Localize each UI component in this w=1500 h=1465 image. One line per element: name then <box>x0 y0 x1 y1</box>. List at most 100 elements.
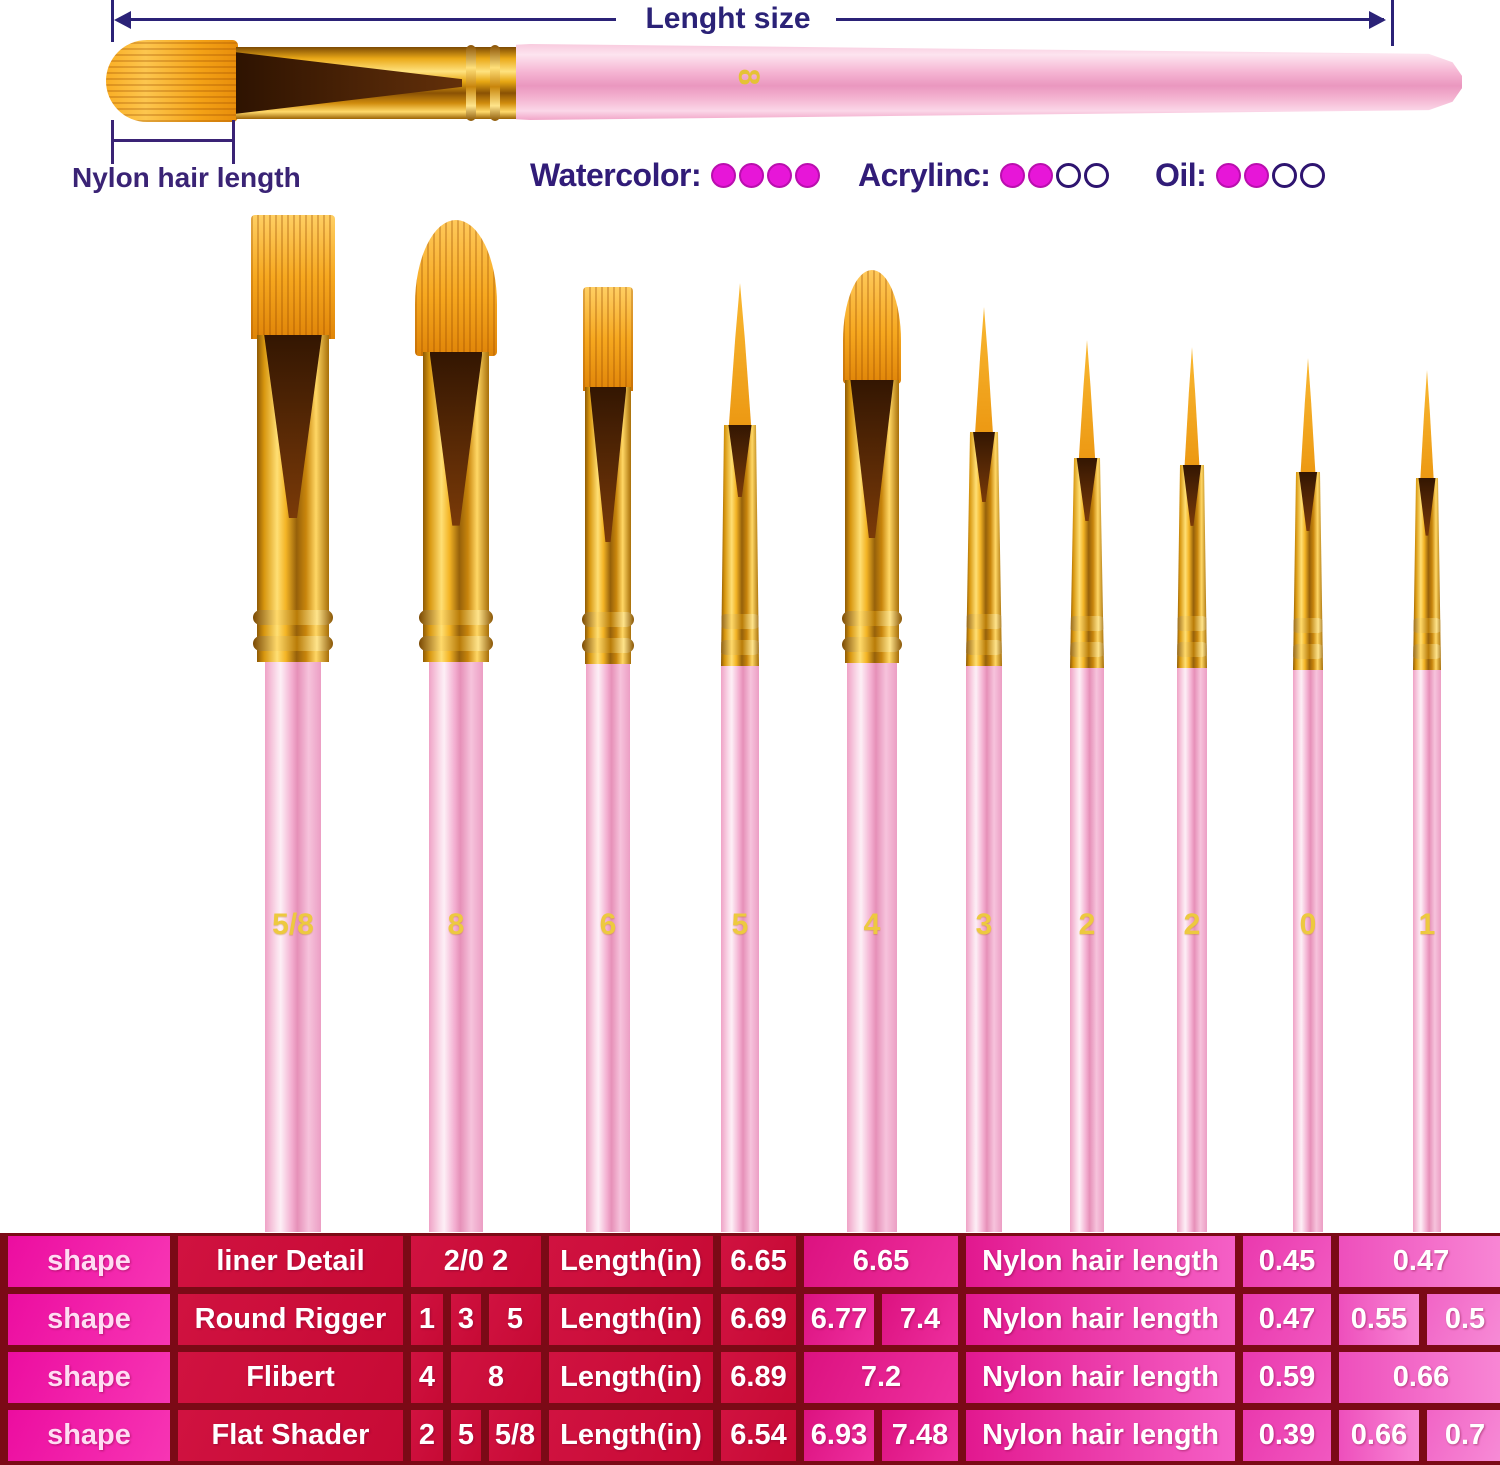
arrowhead-left-icon <box>114 11 131 29</box>
table-cell: 0.55 <box>1339 1294 1419 1345</box>
table-cell: 6.54 <box>721 1410 796 1461</box>
table-cell: shape <box>8 1352 170 1403</box>
brush-size-number: 5 <box>731 908 749 941</box>
table-cell: Nylon hair length <box>966 1294 1235 1345</box>
table-cell: 2/0 2 <box>411 1236 541 1287</box>
brush-crimp-ring <box>966 640 1002 655</box>
brush-ferrule <box>1070 458 1104 668</box>
rating-dot-filled-icon <box>739 163 765 188</box>
rating-dots <box>1000 163 1110 188</box>
table-cell: 3 <box>451 1294 481 1345</box>
table-cell: 6.65 <box>804 1236 958 1287</box>
rating-acrylic: Acrylinc: <box>858 157 1110 194</box>
measure-tick-right <box>1391 0 1394 46</box>
brush-crimp-ring <box>252 636 334 651</box>
brush-ferrule <box>721 425 759 666</box>
brush-crimp-ring <box>1177 616 1207 631</box>
table-cell: 6.89 <box>721 1352 796 1403</box>
brush-heel <box>264 335 322 519</box>
brush: 3 <box>934 0 1034 1233</box>
brush-heel <box>973 432 995 503</box>
rating-dots <box>711 163 821 188</box>
table-cell: 0.45 <box>1243 1236 1331 1287</box>
rating-label: Watercolor: <box>530 157 702 193</box>
rating-dot-empty-icon <box>1084 163 1110 188</box>
brush-heel <box>1182 465 1202 526</box>
brush-handle: 5 <box>721 666 759 1232</box>
brush-size-number: 2 <box>1078 908 1096 941</box>
brush-size-number: 3 <box>975 908 993 941</box>
brush-ferrule <box>1413 478 1441 670</box>
brush-size-number: 1 <box>1418 908 1436 941</box>
brush-crimp-ring <box>966 614 1002 629</box>
rating-dot-empty-icon <box>1272 163 1298 188</box>
brush-crimp-ring <box>582 612 634 627</box>
table-cell: 0.47 <box>1339 1236 1500 1287</box>
brush-heel <box>429 352 483 526</box>
brush-heel <box>1418 478 1436 536</box>
brush-ferrule <box>419 352 493 662</box>
brush-crimp-ring <box>721 640 759 655</box>
measure-tick-left <box>111 0 114 42</box>
rating-label: Oil: <box>1155 157 1207 193</box>
brush-handle: 1 <box>1413 670 1441 1232</box>
rating-label: Acrylinc: <box>858 157 991 193</box>
table-row: shape Round Rigger 1 3 5 Length(in) 6.69 6.77 7.… <box>8 1294 1500 1345</box>
table-cell: 0.39 <box>1243 1410 1331 1461</box>
length-size-label: Lenght size <box>645 2 811 35</box>
rating-dots <box>1216 163 1326 188</box>
brush-bristles <box>251 215 335 339</box>
brush: 2 <box>1142 0 1242 1233</box>
rating-dot-filled-icon <box>711 163 737 188</box>
rating-dot-filled-icon <box>795 163 821 188</box>
nylon-hair-length-label: Nylon hair length <box>72 162 301 193</box>
rating-dot-filled-icon <box>1028 163 1054 188</box>
table-cell: 8 <box>451 1352 541 1403</box>
brush-crimp-ring <box>1177 642 1207 657</box>
brush-bristles <box>415 220 497 356</box>
rating-dot-empty-icon <box>1300 163 1326 188</box>
table-cell: 7.2 <box>804 1352 958 1403</box>
hair-measure-connector <box>111 139 235 142</box>
horizontal-brush-bristles <box>106 40 238 122</box>
table-cell: shape <box>8 1236 170 1287</box>
brush-crimp-ring <box>419 610 493 625</box>
brush-size-number: 8 <box>447 908 465 941</box>
table-cell: 0.59 <box>1243 1352 1331 1403</box>
brush-size-number: 2 <box>1183 908 1201 941</box>
brush-crimp-ring <box>1070 616 1104 631</box>
brush-bristles <box>843 270 901 384</box>
arrowhead-right-icon <box>1369 11 1386 29</box>
table-cell: 0.7 <box>1427 1410 1500 1461</box>
rating-dot-filled-icon <box>1000 163 1026 188</box>
brush-heel <box>1298 472 1318 532</box>
brush: 1 <box>1377 0 1477 1233</box>
brush-handle: 4 <box>847 663 897 1232</box>
brush-crimp-ring <box>419 636 493 651</box>
rating-dot-empty-icon <box>1056 163 1082 188</box>
table-row: shape Flat Shader 2 5 5/8 Length(in) 6.54 6.93 7… <box>8 1410 1500 1461</box>
table-cell: 2 <box>411 1410 443 1461</box>
brush-ferrule <box>1293 472 1323 670</box>
horizontal-brush-crimp-ring <box>466 45 476 121</box>
brush: 2 <box>1037 0 1137 1233</box>
brush-bristles <box>1420 370 1434 482</box>
table-cell: 7.4 <box>882 1294 958 1345</box>
brush: 4 <box>822 0 922 1233</box>
arrow-line-right <box>836 18 1384 21</box>
brush-bristles <box>1300 358 1316 476</box>
brush-bristles <box>728 283 752 429</box>
table-cell: 6.65 <box>721 1236 796 1287</box>
rating-dot-filled-icon <box>1244 163 1270 188</box>
brush-size-number: 0 <box>1299 908 1317 941</box>
brush-ferrule <box>966 432 1002 666</box>
table-cell: Flat Shader <box>178 1410 403 1461</box>
brush-crimp-ring <box>721 614 759 629</box>
brush-crimp-ring <box>1070 642 1104 657</box>
table-cell: 4 <box>411 1352 443 1403</box>
rating-watercolor: Watercolor: <box>530 157 821 194</box>
table-cell: 0.47 <box>1243 1294 1331 1345</box>
brush-heel <box>728 425 752 498</box>
table-cell: Round Rigger <box>178 1294 403 1345</box>
table-cell: 0.66 <box>1339 1352 1500 1403</box>
